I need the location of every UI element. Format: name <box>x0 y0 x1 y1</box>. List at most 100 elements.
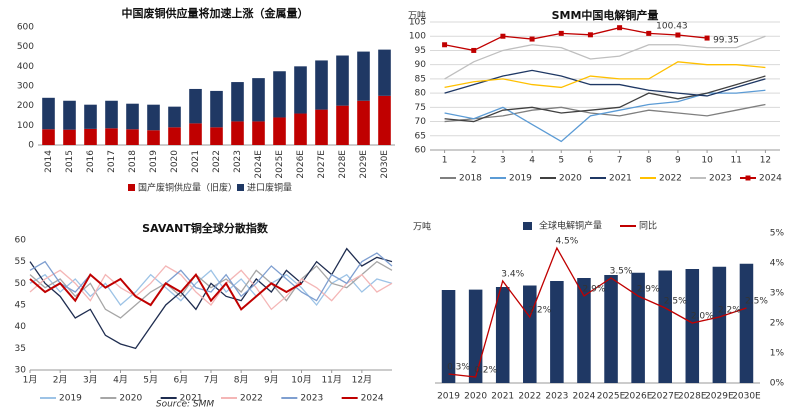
bar-segment <box>210 127 223 145</box>
legend-swatch <box>128 184 135 191</box>
y2-tick-label: 2% <box>770 319 785 329</box>
legend-label: 2020 <box>119 394 142 404</box>
y-tick-label: 50 <box>15 279 27 289</box>
x-tick-label: 7 <box>617 156 623 166</box>
legend-label: 2021 <box>180 394 203 404</box>
y-tick-label: 500 <box>17 42 34 52</box>
point <box>646 30 652 36</box>
series-line <box>29 252 393 306</box>
point <box>471 47 477 53</box>
point <box>558 30 564 36</box>
y-axis-label: 万吨 <box>408 10 426 22</box>
legend-label: 2020 <box>559 174 582 184</box>
data-label: 99.35 <box>713 36 739 46</box>
series-line <box>29 260 393 319</box>
legend-label: 同比 <box>639 220 657 232</box>
legend-label: 进口废铜量 <box>247 182 292 194</box>
point <box>587 32 593 38</box>
source: Source: SMM <box>156 400 214 410</box>
bar-segment <box>63 100 76 130</box>
y2-tick-label: 3% <box>770 289 785 299</box>
bar-segment <box>273 71 286 118</box>
data-label: 2.9% <box>637 285 660 295</box>
x-tick-label: 2030E <box>732 392 761 402</box>
x-tick-label: 12月 <box>352 375 372 386</box>
x-tick-label: 2026E <box>624 392 653 402</box>
bar-segment <box>378 95 391 145</box>
bar-segment <box>315 60 328 110</box>
data-label: 2.2% <box>528 306 551 316</box>
point <box>704 35 710 41</box>
y-tick-label: 70 <box>415 117 427 127</box>
x-tick-label: 2016 <box>86 150 96 173</box>
x-tick-label: 2020 <box>170 150 180 173</box>
bar-segment <box>252 78 265 122</box>
x-tick-label: 11 <box>731 156 742 166</box>
series-line <box>444 61 766 89</box>
bar-segment <box>105 100 118 129</box>
legend-label: 2022 <box>659 174 682 184</box>
bar-segment <box>84 128 97 145</box>
legend-label: 2023 <box>300 394 323 404</box>
x-tick-label: 2030E <box>380 150 390 179</box>
bar-segment <box>210 90 223 128</box>
legend-label: 2019 <box>59 394 82 404</box>
bar-segment <box>126 103 139 130</box>
point <box>617 25 623 31</box>
x-tick-label: 1月 <box>23 375 38 386</box>
bar-segment <box>105 128 118 145</box>
bar-segment <box>336 55 349 106</box>
y-tick-label: 60 <box>415 146 427 156</box>
x-tick-label: 10 <box>701 156 713 166</box>
x-tick-label: 2025E <box>597 392 626 402</box>
legend-label: 2024 <box>361 394 384 404</box>
data-label: 3.5% <box>610 267 633 277</box>
x-tick-label: 2022 <box>518 392 541 402</box>
x-tick-label: 6 <box>588 156 594 166</box>
x-tick-label: 2023 <box>545 392 568 402</box>
data-label: 2.5% <box>745 297 768 307</box>
data-label: 0.3% <box>447 363 470 373</box>
legend-swatch <box>237 184 244 191</box>
x-tick-label: 2019 <box>437 392 460 402</box>
bar-segment <box>336 105 349 145</box>
data-label: 2.5% <box>664 297 687 307</box>
x-tick-label: 11月 <box>321 375 341 386</box>
bar <box>523 285 537 383</box>
bar-segment <box>147 130 160 145</box>
y2-tick-label: 1% <box>770 349 785 359</box>
legend-label: 2024 <box>759 174 782 184</box>
bar <box>712 266 727 383</box>
bar <box>631 272 645 383</box>
x-tick-label: 4 <box>529 156 535 166</box>
legend-label: 2022 <box>240 394 263 404</box>
chart-title: SAVANT铜全球分散指数 <box>142 221 269 235</box>
y-tick-label: 100 <box>409 32 426 42</box>
bar <box>739 263 754 383</box>
x-tick-label: 6月 <box>173 375 188 386</box>
x-tick-label: 2025E <box>275 150 285 179</box>
legend-label: 2021 <box>609 174 632 184</box>
x-tick-label: 2 <box>471 156 477 166</box>
data-label: 0.2% <box>474 366 497 376</box>
point <box>500 33 506 39</box>
x-tick-label: 2029E <box>359 150 369 179</box>
x-tick-label: 3 <box>500 156 506 166</box>
legend-label: 2018 <box>459 174 482 184</box>
x-tick-label: 2014 <box>44 150 54 173</box>
legend-swatch <box>523 222 532 230</box>
legend-label: 全球电解铜产量 <box>539 220 602 232</box>
x-tick-label: 4月 <box>113 375 128 386</box>
y-axis-label: 万吨 <box>413 221 431 233</box>
series-line <box>29 265 393 311</box>
x-tick-label: 2019 <box>149 150 159 173</box>
bar-segment <box>231 82 244 122</box>
y-tick-label: 75 <box>415 103 426 113</box>
y-tick-label: 65 <box>415 131 426 141</box>
x-tick-label: 2028E <box>678 392 707 402</box>
series-line <box>444 89 766 143</box>
y-tick-label: 80 <box>415 89 427 99</box>
bar <box>685 269 700 383</box>
